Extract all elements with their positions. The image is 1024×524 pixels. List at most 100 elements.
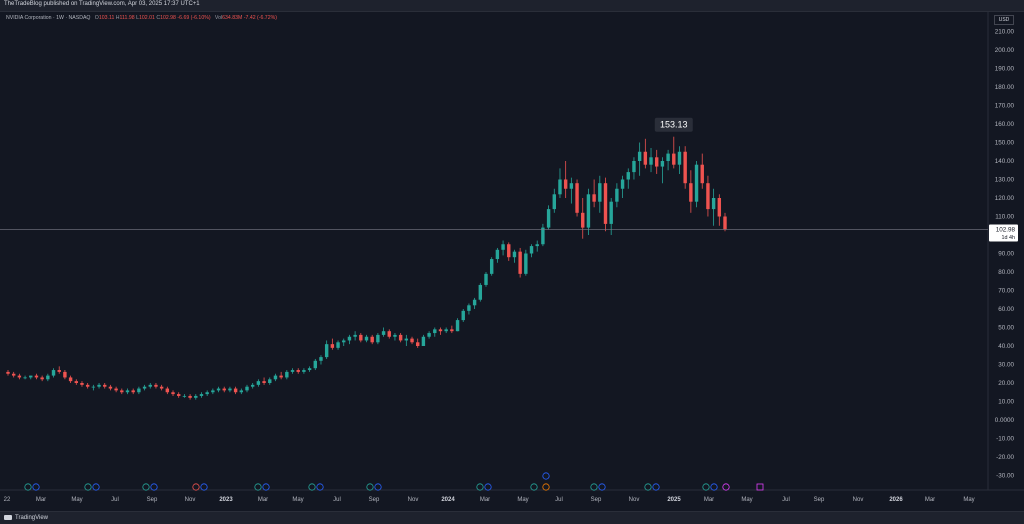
candle-body[interactable] <box>97 384 101 387</box>
event-marker-icon[interactable] <box>374 483 382 491</box>
candle-body[interactable] <box>40 377 44 380</box>
candle-body[interactable] <box>29 375 33 378</box>
candle-body[interactable] <box>637 151 642 161</box>
candle-body[interactable] <box>450 329 454 332</box>
candle-body[interactable] <box>57 370 61 372</box>
candle-body[interactable] <box>387 331 391 337</box>
candle-body[interactable] <box>313 360 317 369</box>
candle-body[interactable] <box>273 375 278 380</box>
candle-body[interactable] <box>416 342 420 346</box>
candle-body[interactable] <box>6 371 10 374</box>
candle-body[interactable] <box>51 370 56 376</box>
event-marker-icon[interactable] <box>542 472 550 480</box>
candle-body[interactable] <box>114 388 118 391</box>
candle-body[interactable] <box>569 183 574 189</box>
candle-body[interactable] <box>23 377 27 379</box>
symbol-title[interactable]: NVIDIA Corporation · 1W · NASDAQ <box>6 15 91 21</box>
event-marker-icon[interactable] <box>652 483 660 491</box>
candle-body[interactable] <box>501 244 505 250</box>
event-marker-icon[interactable] <box>192 483 200 491</box>
candle-body[interactable] <box>655 157 659 167</box>
event-marker-icon[interactable] <box>476 483 484 491</box>
event-marker-icon[interactable] <box>710 483 718 491</box>
candle-body[interactable] <box>421 336 426 346</box>
candle-body[interactable] <box>370 336 374 343</box>
candle-body[interactable] <box>598 183 602 202</box>
candle-body[interactable] <box>495 249 500 260</box>
candle-body[interactable] <box>603 183 608 224</box>
candle-body[interactable] <box>364 336 369 341</box>
candle-body[interactable] <box>199 394 204 396</box>
candle-body[interactable] <box>188 395 192 398</box>
candle-body[interactable] <box>108 386 113 389</box>
candle-body[interactable] <box>347 336 352 341</box>
candle-body[interactable] <box>120 390 124 393</box>
candle-body[interactable] <box>336 342 340 348</box>
candle-body[interactable] <box>507 244 511 258</box>
event-marker-icon[interactable] <box>142 483 150 491</box>
event-marker-icon[interactable] <box>200 483 208 491</box>
candle-body[interactable] <box>205 392 209 395</box>
candle-body[interactable] <box>700 164 704 184</box>
candle-body[interactable] <box>592 194 596 202</box>
candle-body[interactable] <box>489 259 494 274</box>
candle-body[interactable] <box>461 310 465 321</box>
candle-body[interactable] <box>245 386 249 391</box>
candle-body[interactable] <box>660 161 665 167</box>
event-marker-icon[interactable] <box>702 483 710 491</box>
event-marker-icon[interactable] <box>644 483 652 491</box>
candle-body[interactable] <box>74 381 78 383</box>
candle-body[interactable] <box>427 333 431 337</box>
candle-body[interactable] <box>643 151 648 165</box>
candle-body[interactable] <box>689 183 693 202</box>
candle-body[interactable] <box>80 383 84 385</box>
event-marker-icon[interactable] <box>316 483 324 491</box>
candle-body[interactable] <box>211 390 215 393</box>
candle-body[interactable] <box>177 394 181 396</box>
event-marker-icon[interactable] <box>84 483 92 491</box>
candle-body[interactable] <box>541 227 545 245</box>
candle-body[interactable] <box>666 153 670 161</box>
candle-body[interactable] <box>632 161 636 173</box>
candle-body[interactable] <box>142 386 147 389</box>
candle-body[interactable] <box>478 284 483 300</box>
event-marker-icon[interactable] <box>24 483 32 491</box>
event-marker-icon[interactable] <box>150 483 158 491</box>
candle-body[interactable] <box>154 384 158 387</box>
candle-body[interactable] <box>677 151 682 165</box>
candle-body[interactable] <box>649 157 653 165</box>
candle-body[interactable] <box>626 172 630 180</box>
event-marker-icon[interactable] <box>262 483 270 491</box>
candle-body[interactable] <box>398 334 403 341</box>
candle-body[interactable] <box>137 388 141 393</box>
candle-body[interactable] <box>216 388 221 391</box>
event-marker-icon[interactable] <box>598 483 606 491</box>
candle-body[interactable] <box>330 344 335 348</box>
event-marker-icon[interactable] <box>530 483 538 491</box>
candle-body[interactable] <box>68 377 73 382</box>
candle-body[interactable] <box>404 338 409 341</box>
candle-body[interactable] <box>302 370 306 372</box>
candle-body[interactable] <box>279 375 283 378</box>
candle-body[interactable] <box>233 388 238 393</box>
candle-body[interactable] <box>683 151 687 184</box>
candle-body[interactable] <box>319 357 323 361</box>
candle-body[interactable] <box>290 370 295 372</box>
candle-body[interactable] <box>472 299 477 306</box>
candle-body[interactable] <box>723 216 727 230</box>
candle-body[interactable] <box>620 179 625 189</box>
candle-body[interactable] <box>444 329 448 332</box>
candle-body[interactable] <box>518 251 522 274</box>
candle-body[interactable] <box>393 334 397 337</box>
candle-body[interactable] <box>165 388 170 393</box>
candle-body[interactable] <box>581 212 585 228</box>
candle-body[interactable] <box>524 253 528 274</box>
event-marker-icon[interactable] <box>308 483 316 491</box>
candle-body[interactable] <box>615 188 619 202</box>
candle-body[interactable] <box>85 384 90 387</box>
candle-body[interactable] <box>717 198 722 217</box>
candle-body[interactable] <box>512 251 517 258</box>
candle-body[interactable] <box>250 384 255 387</box>
candle-body[interactable] <box>672 153 676 165</box>
candle-body[interactable] <box>324 344 329 358</box>
